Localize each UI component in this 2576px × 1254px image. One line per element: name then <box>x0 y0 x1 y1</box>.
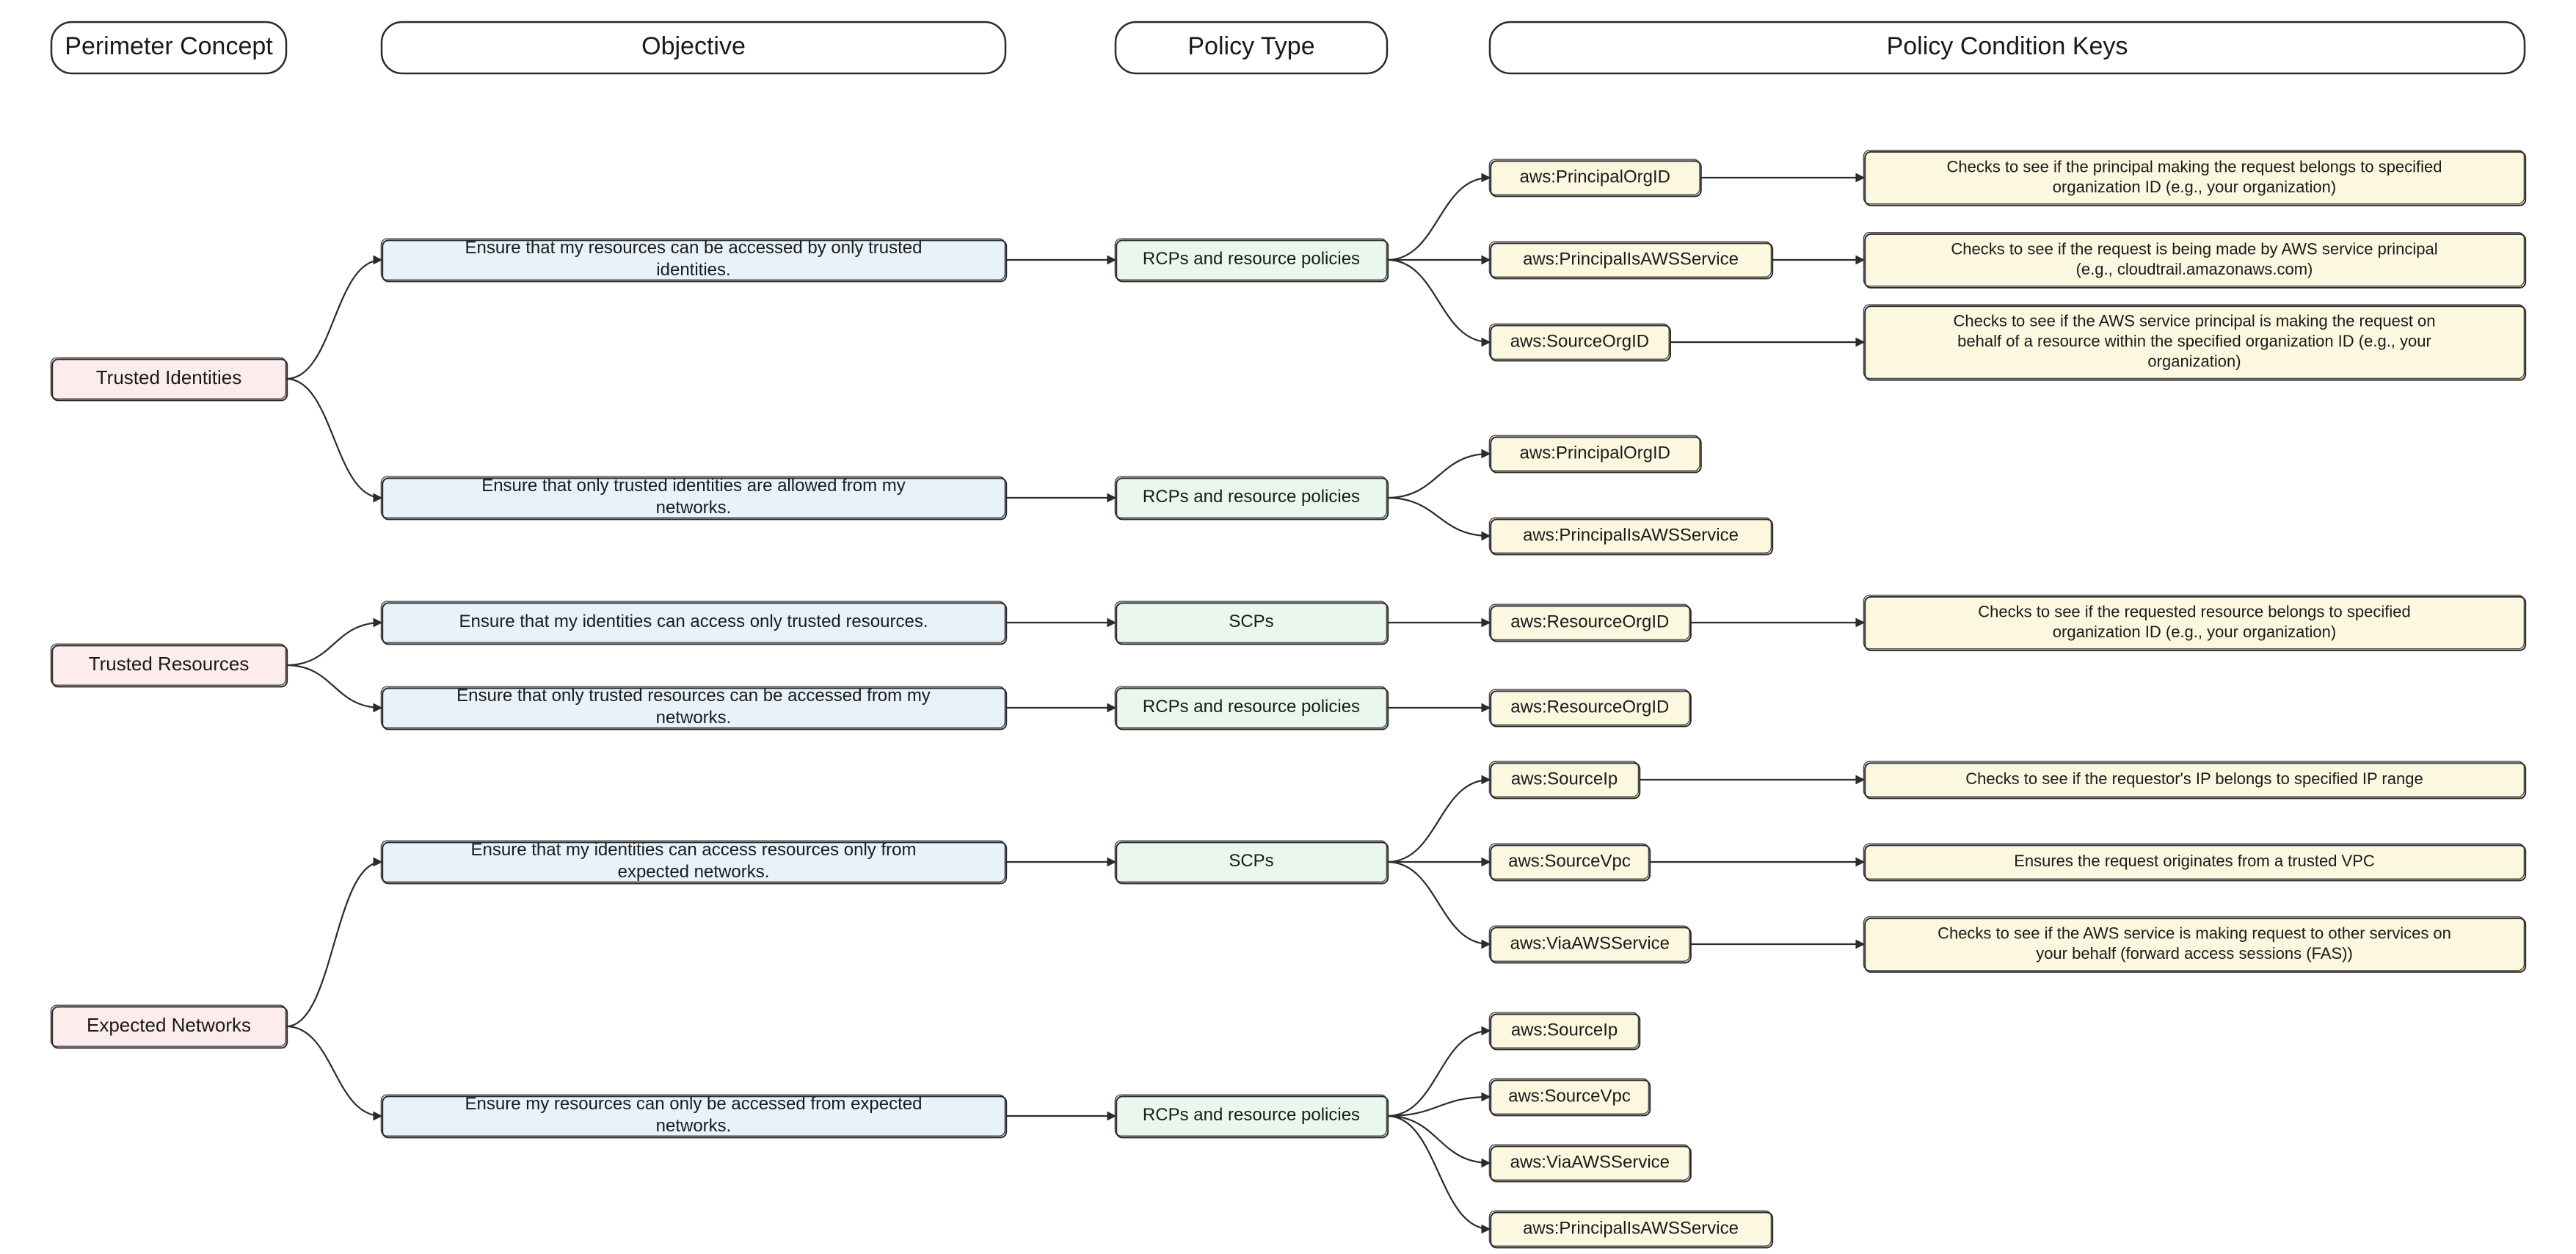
condition-key-label: aws:SourceOrgID <box>1510 331 1649 351</box>
column-header-label: Policy Condition Keys <box>1887 32 2128 60</box>
objective-node-label: Ensure that my identities can access onl… <box>459 612 928 631</box>
edge <box>286 260 382 379</box>
column-header-label: Objective <box>641 32 746 60</box>
edge <box>1387 454 1490 498</box>
condition-desc-label: Ensures the request originates from a tr… <box>2014 852 2375 870</box>
edge <box>286 1026 382 1116</box>
nodes-layer: Perimeter Concept Objective Policy Type Pol… <box>51 22 2525 1247</box>
policy-node-label: RCPs and resource policies <box>1143 697 1360 717</box>
edge <box>286 623 382 665</box>
column-header: Policy Condition Keys <box>1490 22 2525 73</box>
column-header: Objective <box>382 22 1005 73</box>
condition-key-label: aws:SourceIp <box>1511 1020 1618 1040</box>
edge <box>1387 498 1490 536</box>
policy-node-label: RCPs and resource policies <box>1143 249 1360 269</box>
edge <box>1387 1116 1490 1163</box>
policy-node-label: SCPs <box>1229 851 1273 871</box>
perimeter-node-label: Trusted Identities <box>96 366 241 388</box>
condition-key-label: aws:PrincipalOrgID <box>1520 167 1670 186</box>
condition-key-label: aws:PrincipalOrgID <box>1520 443 1670 463</box>
edge <box>1387 780 1490 862</box>
condition-key-label: aws:ViaAWSService <box>1510 933 1670 953</box>
column-header-label: Policy Type <box>1187 32 1314 60</box>
policy-node-label: RCPs and resource policies <box>1143 1105 1360 1125</box>
condition-key-label: aws:PrincipalIsAWSService <box>1523 249 1739 269</box>
edge <box>1387 178 1490 260</box>
condition-key-label: aws:ResourceOrgID <box>1510 697 1669 717</box>
edge <box>1387 260 1490 342</box>
condition-key-label: aws:ViaAWSService <box>1510 1152 1670 1172</box>
diagram-canvas: Perimeter Concept Objective Policy Type Pol… <box>0 0 2576 1254</box>
edge <box>1387 862 1490 944</box>
perimeter-node-label: Expected Networks <box>87 1014 251 1036</box>
edge <box>286 862 382 1026</box>
condition-desc-label: Checks to see if the requestor's IP belo… <box>1965 769 2423 788</box>
condition-key-label: aws:PrincipalIsAWSService <box>1523 525 1739 545</box>
policy-node-label: RCPs and resource policies <box>1143 487 1360 507</box>
edge <box>1387 1031 1490 1116</box>
edge <box>286 379 382 498</box>
edge <box>286 665 382 708</box>
column-header-label: Perimeter Concept <box>65 32 273 60</box>
condition-key-label: aws:SourceVpc <box>1508 1086 1631 1106</box>
perimeter-node-label: Trusted Resources <box>89 653 250 675</box>
policy-node-label: SCPs <box>1229 612 1273 631</box>
condition-key-label: aws:SourceVpc <box>1508 851 1631 871</box>
edge <box>1387 1116 1490 1229</box>
column-header: Policy Type <box>1116 22 1387 73</box>
condition-key-label: aws:ResourceOrgID <box>1510 612 1669 631</box>
condition-key-label: aws:PrincipalIsAWSService <box>1523 1218 1739 1238</box>
condition-key-label: aws:SourceIp <box>1511 769 1618 789</box>
column-header: Perimeter Concept <box>51 22 286 73</box>
